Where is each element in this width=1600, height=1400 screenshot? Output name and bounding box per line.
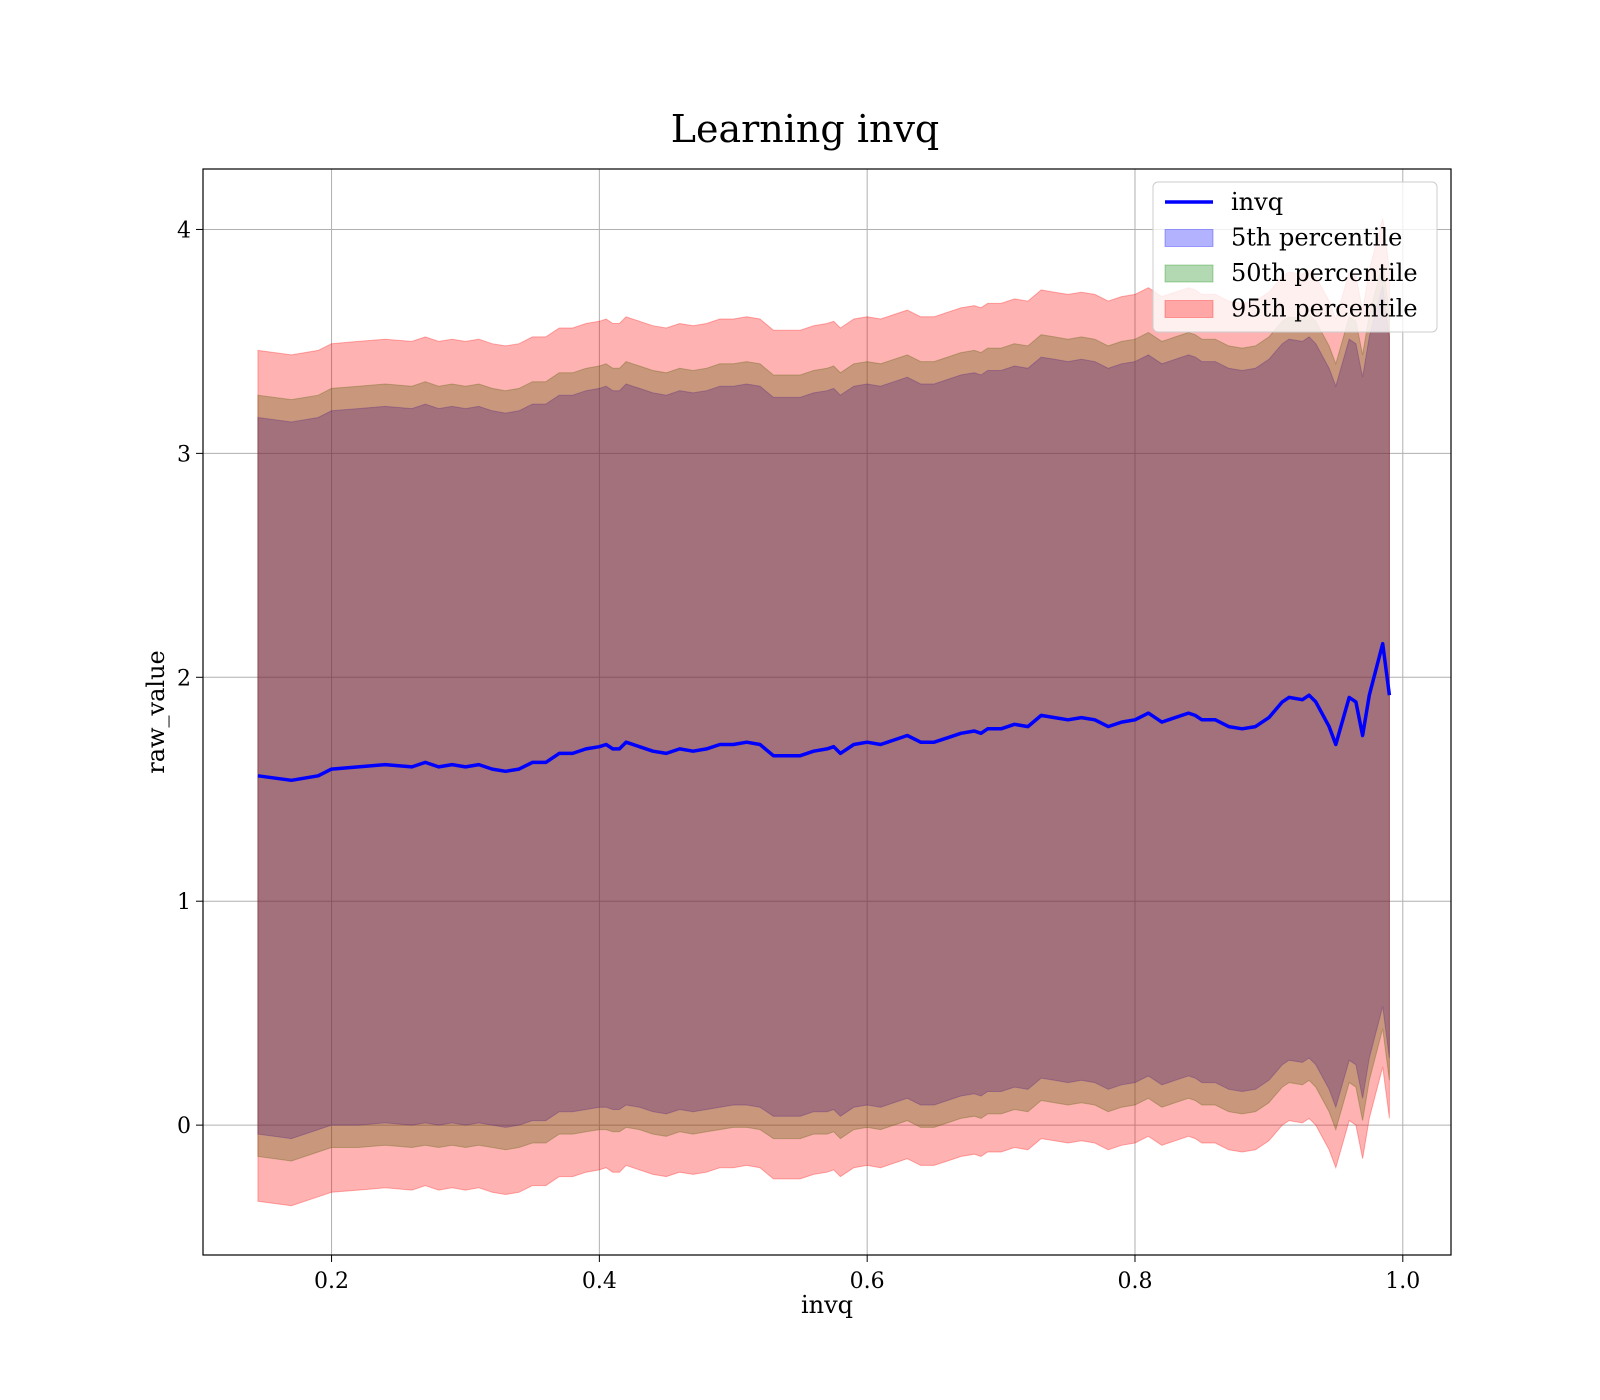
legend: invq 5th percentile 50th percentile 95th pe… xyxy=(1152,181,1438,333)
y-axis-ticks: 0 1 2 3 4 xyxy=(177,218,203,1139)
y-axis-label: raw_value xyxy=(142,650,170,774)
band-95th-percentile xyxy=(257,218,1390,1207)
legend-label: 5th percentile xyxy=(1231,224,1402,252)
legend-label: 50th percentile xyxy=(1231,259,1418,287)
series-line-invq xyxy=(257,641,1392,783)
legend-patch-swatch xyxy=(1164,229,1214,247)
legend-patch-swatch xyxy=(1164,264,1214,283)
x-tick-label: 0.8 xyxy=(1117,1269,1152,1294)
legend-patch-swatch xyxy=(1164,300,1214,318)
legend-label: invq xyxy=(1231,188,1283,216)
legend-label: 95th percentile xyxy=(1231,295,1418,323)
x-tick-label: 0.2 xyxy=(314,1269,349,1294)
y-tick-label: 3 xyxy=(177,442,191,467)
chart-title: Learning invq xyxy=(671,107,939,151)
series-lines xyxy=(257,641,1392,783)
band-5th-percentile xyxy=(257,285,1390,1140)
y-tick-label: 0 xyxy=(177,1114,191,1139)
percentile-bands xyxy=(257,218,1390,1207)
x-axis-ticks: 0.2 0.4 0.6 0.8 1.0 xyxy=(314,1255,1420,1294)
band-50th-percentile xyxy=(257,262,1390,1162)
x-tick-label: 0.4 xyxy=(582,1269,617,1294)
legend-box xyxy=(1152,181,1438,333)
plot-frame xyxy=(202,168,1452,1256)
x-tick-label: 0.6 xyxy=(850,1269,885,1294)
x-axis-label: invq xyxy=(801,1291,853,1319)
y-tick-label: 1 xyxy=(177,890,191,915)
x-tick-label: 1.0 xyxy=(1385,1269,1420,1294)
y-tick-label: 4 xyxy=(177,218,191,243)
y-tick-label: 2 xyxy=(177,666,191,691)
